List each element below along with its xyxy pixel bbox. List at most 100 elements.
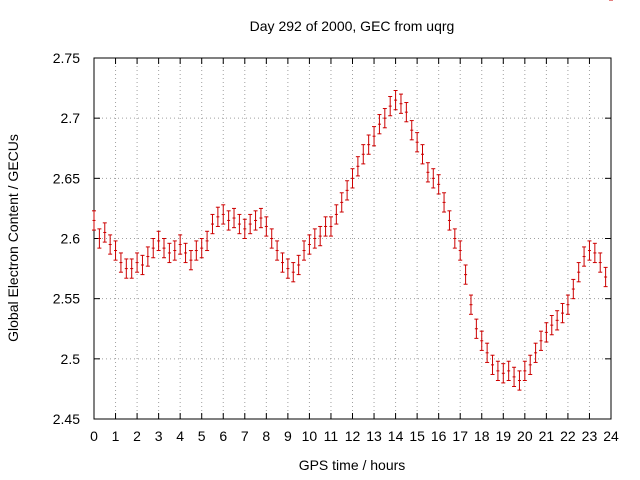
data-point — [495, 360, 500, 381]
data-point — [258, 207, 263, 229]
x-tick-label: 0 — [90, 428, 98, 444]
data-point — [377, 114, 382, 135]
data-point — [232, 207, 237, 229]
x-tick-label: 20 — [517, 428, 533, 444]
data-point — [501, 363, 506, 384]
x-tick-label: 23 — [582, 428, 598, 444]
data-point — [108, 234, 113, 255]
data-point — [129, 258, 134, 279]
x-tick-label: 14 — [388, 428, 404, 444]
x-tick-labels: 0 1 2 3 4 5 6 7 8 9 10 11 12 13 14 15 16 17 18 19 20 21 22 23 24 — [90, 428, 619, 444]
data-point — [140, 254, 145, 276]
data-point — [221, 204, 226, 225]
x-tick-label: 2 — [133, 428, 141, 444]
data-point — [361, 144, 366, 165]
x-tick-label: 10 — [302, 428, 318, 444]
data-point — [242, 218, 247, 239]
data-point — [156, 230, 161, 252]
data-point — [102, 222, 107, 243]
data-point — [226, 210, 231, 231]
data-point — [549, 315, 554, 336]
data-point — [328, 216, 333, 237]
data-point — [485, 342, 490, 363]
data-point — [113, 240, 118, 261]
data-point — [458, 240, 463, 261]
data-point — [237, 213, 242, 235]
data-point — [587, 240, 592, 261]
data-point — [582, 246, 587, 267]
data-point — [576, 262, 581, 283]
data-point — [506, 360, 511, 381]
y-tick-label: 2.55 — [53, 291, 80, 307]
data-point — [544, 322, 549, 343]
data-point — [382, 108, 387, 129]
data-point — [334, 204, 339, 225]
x-tick-label: 11 — [324, 428, 339, 444]
data-point — [517, 370, 522, 391]
axis-ticks — [93, 57, 612, 420]
x-tick-label: 12 — [345, 428, 361, 444]
data-point — [210, 213, 215, 235]
x-tick-label: 5 — [198, 428, 206, 444]
data-point — [565, 294, 570, 315]
data-point — [479, 330, 484, 351]
data-point — [598, 252, 603, 273]
x-tick-label: 7 — [241, 428, 249, 444]
x-tick-label: 24 — [603, 428, 619, 444]
x-tick-label: 22 — [560, 428, 576, 444]
data-point — [420, 144, 425, 165]
data-point — [522, 360, 527, 381]
data-point — [178, 234, 183, 255]
x-tick-label: 18 — [474, 428, 490, 444]
y-tick-label: 2.75 — [53, 50, 80, 66]
x-tick-label: 19 — [496, 428, 512, 444]
data-point — [97, 228, 102, 249]
x-tick-label: 16 — [431, 428, 447, 444]
data-point — [302, 240, 307, 261]
data-point — [124, 258, 129, 279]
data-point — [339, 192, 344, 213]
data-point — [442, 192, 447, 213]
data-point — [468, 294, 473, 315]
data-point — [323, 216, 328, 237]
data-point — [425, 162, 430, 183]
data-point — [264, 216, 269, 237]
data-point — [188, 250, 193, 271]
data-point — [194, 240, 199, 261]
data-point — [199, 238, 204, 259]
data-point — [388, 96, 393, 117]
y-axis-label: Global Electron Content / GECUs — [5, 134, 21, 342]
x-tick-label: 6 — [219, 428, 227, 444]
data-point — [215, 206, 220, 227]
data-point — [533, 342, 538, 363]
data-point — [474, 318, 479, 339]
data-point — [135, 252, 140, 273]
data-point — [318, 225, 323, 247]
data-point — [463, 264, 468, 285]
data-point — [167, 242, 172, 264]
data-point — [560, 302, 565, 324]
x-tick-label: 1 — [112, 428, 120, 444]
data-point — [398, 93, 403, 114]
data-point — [447, 210, 452, 231]
data-point — [350, 168, 355, 189]
data-point — [538, 330, 543, 351]
data-point — [355, 156, 360, 177]
data-point — [592, 242, 597, 264]
data-point — [280, 252, 285, 273]
data-point — [571, 278, 576, 300]
x-tick-label: 3 — [155, 428, 163, 444]
y-tick-label: 2.6 — [61, 231, 81, 247]
data-point — [92, 210, 96, 231]
data-point — [415, 132, 420, 153]
x-axis-label: GPS time / hours — [299, 457, 406, 473]
data-point — [291, 262, 296, 283]
data-point — [275, 240, 280, 261]
data-point — [172, 240, 177, 261]
data-point — [248, 213, 253, 235]
x-tick-label: 8 — [262, 428, 270, 444]
data-point — [404, 102, 409, 123]
data-point — [285, 258, 290, 279]
data-point — [296, 254, 301, 276]
